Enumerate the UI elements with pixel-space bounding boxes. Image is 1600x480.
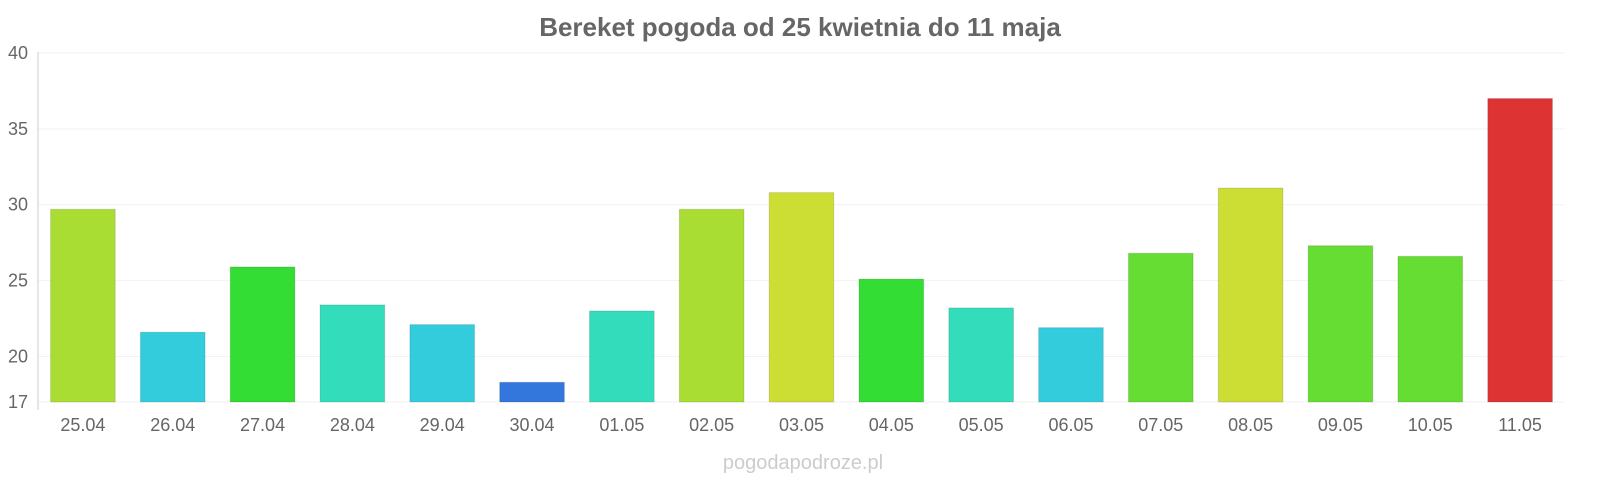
bar-29.04: [409, 324, 476, 403]
x-tick-label: 11.05: [1498, 415, 1542, 435]
bar-28.04: [319, 304, 386, 403]
bar-04.05: [858, 278, 925, 403]
bar-10.05: [1397, 255, 1464, 403]
bar-11.05: [1487, 98, 1553, 403]
x-tick-label: 27.04: [240, 415, 285, 435]
x-tick-label: 28.04: [330, 415, 375, 435]
watermark: pogodapodroze.pl: [723, 452, 883, 474]
y-tick-label: 30: [8, 195, 28, 215]
y-tick-label: 35: [8, 119, 28, 139]
chart-title: Bereket pogoda od 25 kwietnia do 11 maja: [539, 12, 1061, 42]
bar-30.04: [499, 381, 565, 403]
x-tick-label: 05.05: [959, 415, 1004, 435]
x-tick-label: 07.05: [1138, 415, 1183, 435]
bar-02.05: [678, 208, 745, 403]
bar-03.05: [768, 192, 835, 403]
x-tick-label: 29.04: [420, 415, 465, 435]
x-tick-label: 30.04: [510, 415, 555, 435]
y-tick-label: 17: [8, 392, 28, 412]
bar-26.04: [139, 331, 206, 403]
x-tick-label: 09.05: [1318, 415, 1363, 435]
x-tick-label: 03.05: [779, 415, 824, 435]
bars: [50, 98, 1553, 403]
y-axis-ticks: 17 20 25 30 35 40: [8, 43, 28, 412]
x-tick-label: 01.05: [599, 415, 644, 435]
y-tick-label: 20: [8, 346, 28, 366]
x-tick-label: 10.05: [1408, 415, 1453, 435]
bar-05.05: [948, 307, 1014, 403]
x-tick-label: 06.05: [1048, 415, 1093, 435]
x-tick-label: 26.04: [150, 415, 195, 435]
bar-07.05: [1127, 252, 1194, 403]
x-axis-ticks: 25.04 26.04 27.04 28.04 29.04 30.04 01.05 02.05…: [60, 415, 1542, 435]
y-tick-label: 40: [8, 43, 28, 63]
y-tick-label: 25: [8, 271, 28, 291]
bar-09.05: [1307, 245, 1374, 403]
bar-01.05: [589, 310, 655, 403]
bar-27.04: [229, 266, 296, 403]
bar-06.05: [1038, 327, 1104, 403]
x-tick-label: 02.05: [689, 415, 734, 435]
bar-25.04: [50, 208, 116, 403]
x-tick-label: 08.05: [1228, 415, 1273, 435]
x-tick-label: 04.05: [869, 415, 914, 435]
bar-08.05: [1217, 187, 1284, 403]
x-tick-label: 25.04: [60, 415, 105, 435]
